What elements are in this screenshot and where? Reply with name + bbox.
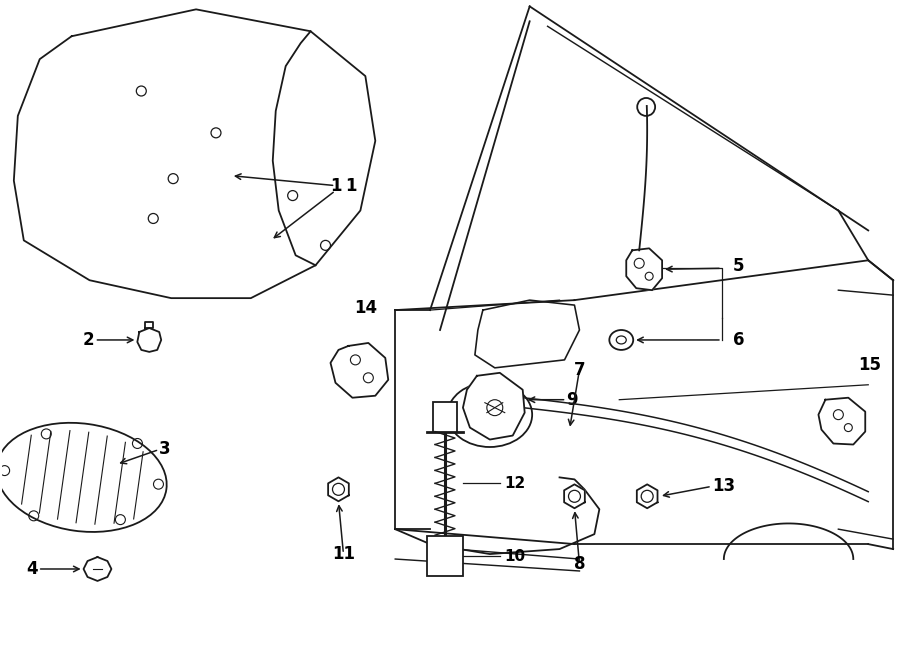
Text: 11: 11 [332,545,355,563]
Text: 14: 14 [354,299,377,317]
Ellipse shape [609,330,634,350]
Text: 5: 5 [733,257,744,275]
Text: 15: 15 [859,356,881,374]
Polygon shape [463,373,525,440]
Polygon shape [328,477,349,501]
Text: 4: 4 [26,560,38,578]
Ellipse shape [0,423,166,532]
Text: 13: 13 [712,477,735,495]
Ellipse shape [616,336,626,344]
Text: 3: 3 [159,440,171,459]
Text: 10: 10 [505,549,526,564]
Text: 9: 9 [566,391,578,408]
Text: 1: 1 [329,176,341,194]
Polygon shape [637,485,658,508]
Polygon shape [145,322,153,328]
Polygon shape [626,249,662,290]
Bar [428,536,463,576]
Text: 12: 12 [505,476,526,491]
Polygon shape [564,485,585,508]
Text: 1: 1 [346,176,357,194]
Text: 6: 6 [733,331,744,349]
Text: 8: 8 [573,555,585,573]
Polygon shape [84,557,112,581]
Ellipse shape [447,382,532,447]
Text: 7: 7 [573,361,585,379]
Polygon shape [818,398,865,444]
Polygon shape [330,343,388,398]
Text: 2: 2 [83,331,94,349]
Bar [433,402,457,432]
Polygon shape [138,328,161,352]
